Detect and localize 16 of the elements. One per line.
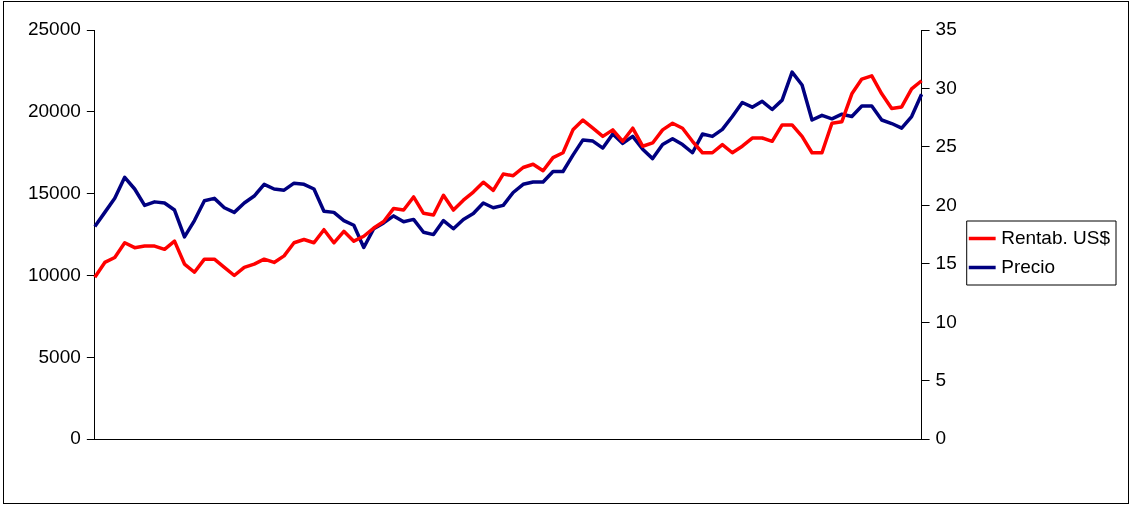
y2-tick-label: 15 — [935, 252, 957, 274]
y2-tick-label: 5 — [935, 368, 947, 390]
y2-tick-label: 0 — [935, 427, 947, 449]
y2-tick-label: 20 — [935, 193, 957, 215]
y2-tick-label: 35 — [935, 18, 957, 40]
y-tick-label: 15000 — [27, 181, 81, 203]
y2-tick-label: 10 — [935, 310, 957, 332]
y-tick-label: 0 — [70, 427, 81, 449]
y2-tick-label: 25 — [935, 135, 957, 157]
legend-label: Precio — [1001, 255, 1056, 277]
y2-tick-label: 30 — [935, 76, 957, 98]
legend-label: Rentab. US$ — [1001, 226, 1111, 248]
y-tick-label: 5000 — [38, 345, 81, 367]
y-tick-label: 20000 — [27, 100, 81, 122]
y-tick-label: 25000 — [27, 18, 81, 40]
y-tick-label: 10000 — [27, 263, 81, 285]
